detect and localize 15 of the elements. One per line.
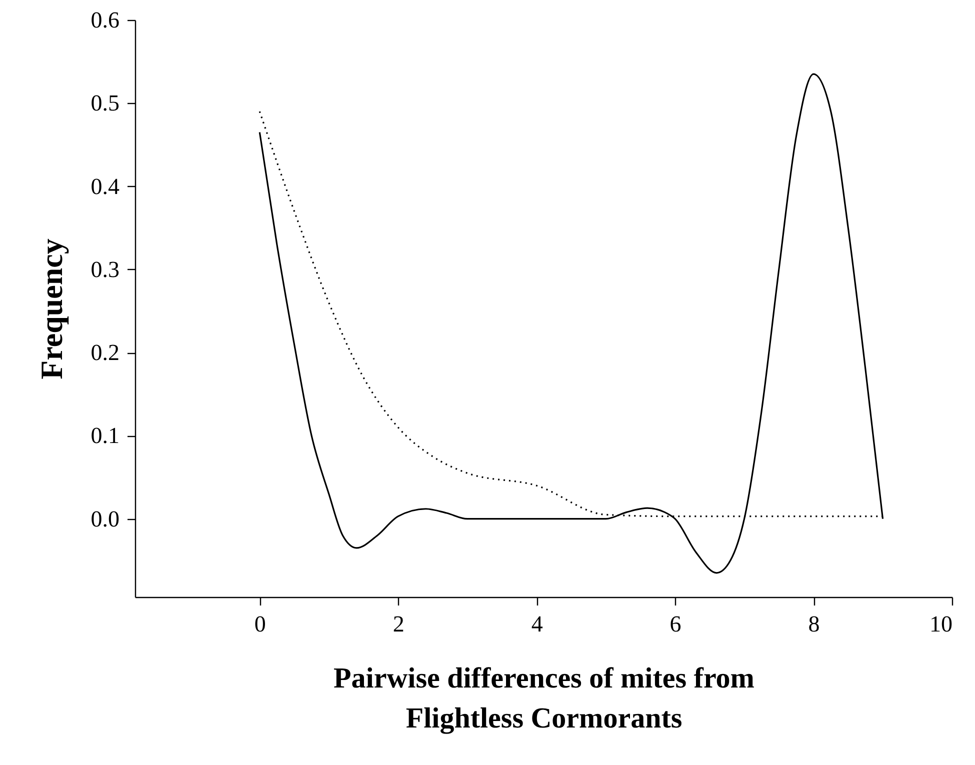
y-tick-label: 0.3 [90,256,120,282]
y-tick-label: 0.0 [90,506,120,532]
y-axis-title: Frequency [34,238,69,380]
x-tick-label: 8 [808,612,820,636]
y-tick-label: 0.5 [90,90,120,116]
x-tick-label: 4 [531,612,544,636]
y-tick-label: 0.4 [90,174,120,199]
x-tick-label: 10 [930,612,952,636]
x-tick-label: 0 [254,612,266,636]
x-axis-title: Pairwise differences of mites from Flightless Cormorants [334,662,754,734]
y-tick-label: 0.1 [90,423,120,448]
x-tick-label: 6 [670,612,682,636]
y-tick-label: 0.6 [90,8,120,32]
x-tick-label: 2 [392,612,404,636]
y-tick-label: 0.2 [90,340,120,366]
